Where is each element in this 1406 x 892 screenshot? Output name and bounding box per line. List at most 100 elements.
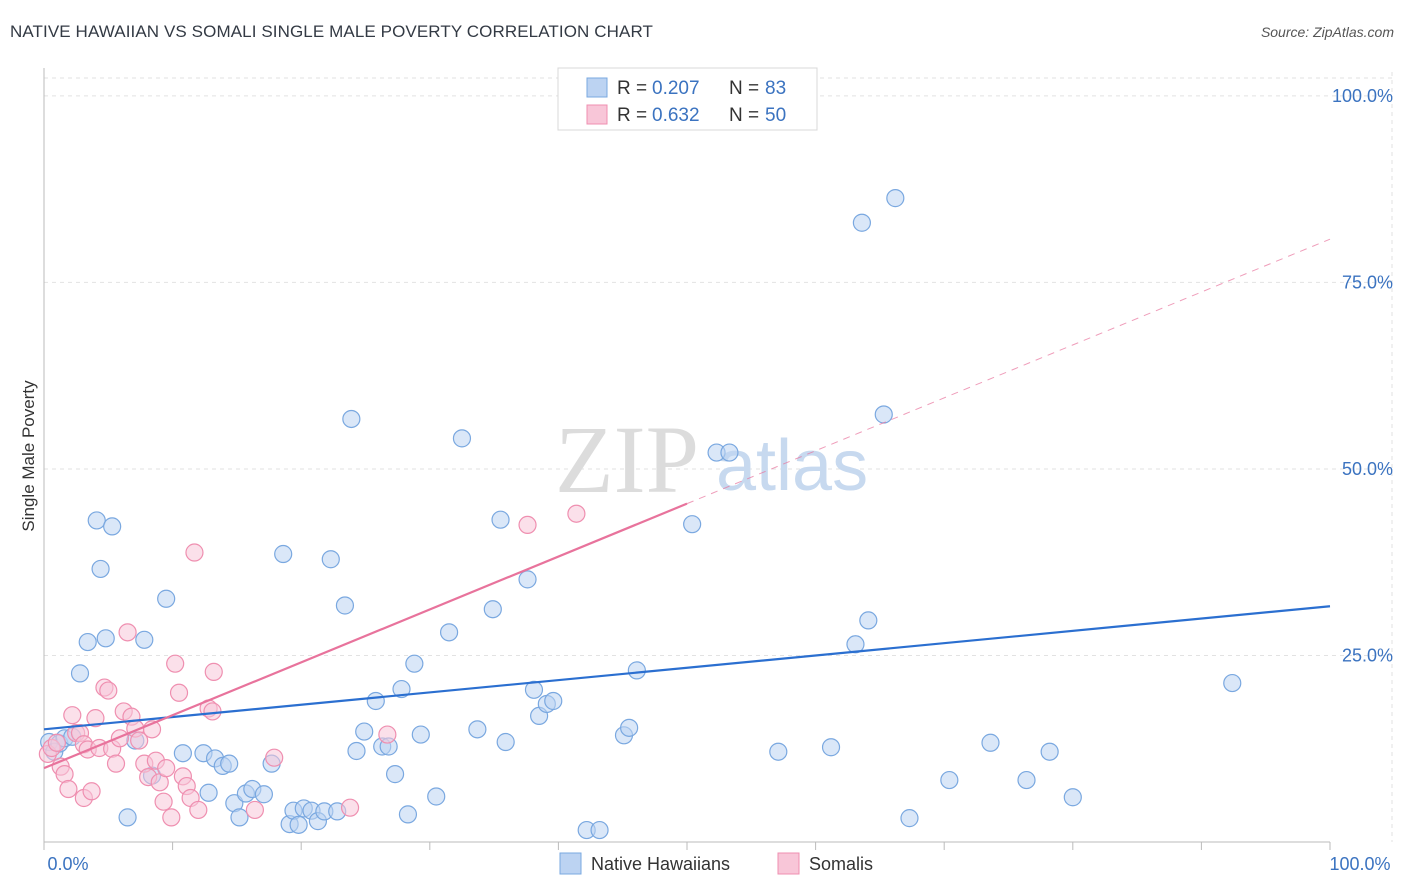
- stats-legend-swatch-0: [586, 77, 608, 98]
- series-0-point-57: [518, 570, 537, 589]
- y-axis-label: Single Male Poverty: [19, 380, 38, 532]
- stats-legend-swatch-1: [586, 104, 608, 125]
- series-1-point-39: [189, 800, 208, 820]
- series-1-point-13: [86, 709, 105, 728]
- series-0-point-10: [103, 517, 122, 536]
- series-0-point-41: [355, 722, 374, 741]
- series-1-point-2: [47, 733, 66, 752]
- stats-n-label-0: N =: [729, 78, 759, 99]
- grid-lines: [44, 72, 1393, 842]
- stats-legend: R = 0.207 N = 83 R = 0.632 N = 50: [557, 67, 818, 131]
- series-0-point-66: [627, 661, 646, 680]
- series-0-point-36: [321, 550, 340, 569]
- series-0-point-70: [769, 742, 788, 761]
- series-0-trend: [43, 605, 1331, 731]
- series-0-point-54: [483, 600, 502, 619]
- series-1-point-43: [245, 800, 265, 820]
- tick-labels: 25.0% 50.0% 75.0% 100.0% 0.0% 100.0%: [47, 86, 1393, 874]
- series-0-point-65: [620, 718, 639, 737]
- axes: [43, 68, 1331, 850]
- chart-title: NATIVE HAWAIIAN VS SOMALI SINGLE MALE PO…: [10, 22, 653, 41]
- series-0-point-26: [254, 785, 274, 804]
- series-1-point-21: [118, 623, 137, 642]
- series-0-point-51: [439, 623, 459, 642]
- series-1-point-44: [265, 748, 284, 767]
- series-0-point-9: [96, 629, 115, 648]
- series-1-trend-dashed: [686, 238, 1331, 505]
- stats-n-value-0: 83: [765, 78, 786, 99]
- series-1-point-48: [567, 504, 586, 523]
- watermark-zip: ZIP: [555, 406, 699, 513]
- series-0-point-53: [468, 720, 487, 739]
- bottom-legend-label-1: Somalis: [809, 854, 873, 874]
- series-0-point-5: [70, 664, 90, 683]
- series-0-point-74: [859, 611, 878, 630]
- series-0-point-42: [366, 691, 385, 711]
- series-0-point-48: [405, 654, 424, 673]
- series-0-point-81: [1040, 742, 1059, 761]
- series-0-point-40: [347, 741, 366, 761]
- y-tick-label-2: 75.0%: [1342, 272, 1393, 292]
- series-0-point-67: [683, 515, 702, 534]
- series-0-point-69: [720, 443, 739, 462]
- stats-n-value-1: 50: [765, 105, 786, 126]
- series-0-point-13: [135, 630, 154, 649]
- series-0-point-21: [220, 754, 239, 773]
- series-0-point-45: [385, 765, 405, 784]
- series-0-point-63: [590, 820, 609, 840]
- series-0-point-28: [274, 544, 293, 564]
- series-0-point-61: [544, 691, 563, 711]
- series-1-point-32: [162, 808, 181, 827]
- series-0-point-78: [940, 770, 959, 790]
- series-0-point-71: [821, 738, 841, 757]
- series-0-point-18: [199, 783, 218, 802]
- data-points: [38, 189, 1242, 840]
- stats-r-label-0: R =: [617, 78, 647, 99]
- bottom-legend-label-0: Native Hawaiians: [591, 854, 730, 874]
- series-0-point-56: [496, 732, 515, 752]
- series-0-point-72: [846, 635, 865, 654]
- series-1-point-47: [518, 515, 537, 535]
- series-0-point-38: [335, 596, 355, 615]
- series-1-point-41: [203, 702, 222, 721]
- series-0-point-58: [524, 680, 544, 699]
- series-0-point-8: [91, 559, 110, 579]
- y-tick-label-3: 100.0%: [1332, 86, 1393, 106]
- y-tick-label-1: 50.0%: [1342, 459, 1393, 479]
- series-1-point-4: [55, 765, 74, 784]
- series-1-point-30: [154, 792, 173, 811]
- series-0-point-39: [342, 409, 361, 429]
- series-1-points: [38, 504, 586, 827]
- series-0-point-15: [157, 589, 176, 608]
- series-0-point-52: [452, 429, 472, 448]
- series-0-point-50: [427, 787, 446, 806]
- series-0-point-46: [392, 679, 411, 699]
- series-0-point-79: [981, 733, 1000, 752]
- series-1-point-45: [340, 798, 360, 817]
- series-0-point-49: [411, 725, 430, 744]
- series-0-point-16: [173, 744, 192, 763]
- series-0-point-75: [874, 405, 893, 424]
- stats-n-label-1: N =: [729, 105, 759, 126]
- bottom-legend-swatch-1: [777, 852, 800, 875]
- series-1-trend-solid: [43, 502, 688, 770]
- series-0-point-76: [886, 189, 905, 208]
- series-1-point-24: [130, 731, 149, 750]
- series-1-point-31: [157, 759, 176, 778]
- series-0-point-83: [1223, 673, 1242, 693]
- series-0-point-7: [87, 511, 106, 530]
- x-tick-label-1: 100.0%: [1329, 854, 1390, 874]
- series-1-point-6: [63, 706, 82, 725]
- series-0-point-6: [78, 632, 97, 652]
- bottom-legend-swatch-0: [559, 852, 582, 875]
- bottom-legend: Native Hawaiians Somalis: [559, 852, 873, 875]
- stats-r-value-0: 0.207: [652, 78, 700, 99]
- series-0-point-11: [118, 808, 137, 827]
- series-0-point-73: [852, 213, 871, 232]
- trend-lines: [43, 238, 1331, 770]
- series-0-point-80: [1017, 770, 1036, 790]
- watermark-atlas: atlas: [716, 426, 868, 506]
- series-1-point-33: [166, 654, 185, 673]
- chart-source: Source: ZipAtlas.com: [1260, 24, 1394, 40]
